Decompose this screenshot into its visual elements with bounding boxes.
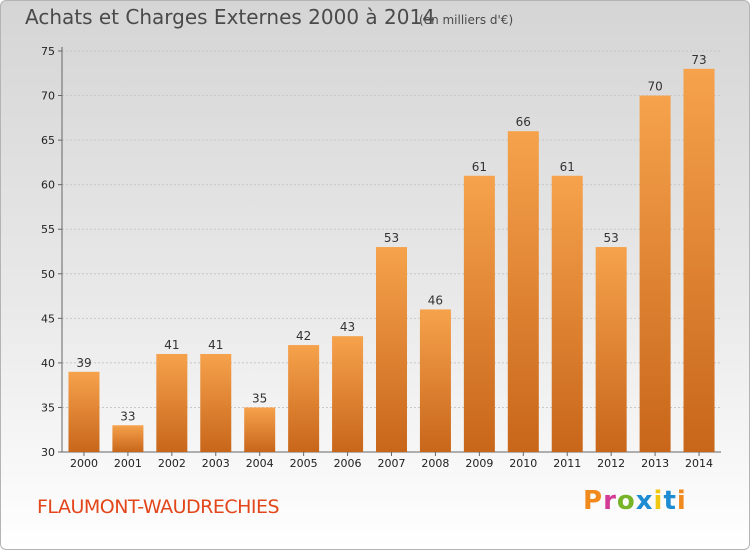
logo-letter: i — [676, 486, 687, 516]
x-tick-label-2005: 2005 — [290, 457, 318, 470]
x-tick-label-2004: 2004 — [246, 457, 274, 470]
bar-2008 — [419, 309, 451, 452]
logo-letter: P — [583, 486, 604, 516]
proxiti-logo: Proxiti — [583, 486, 687, 516]
data-label-2000: 39 — [76, 356, 91, 370]
data-label-2005: 42 — [296, 329, 311, 343]
data-label-2011: 61 — [560, 160, 575, 174]
x-tick-label-2003: 2003 — [202, 457, 230, 470]
data-label-2001: 33 — [120, 409, 135, 423]
x-tick-label-2007: 2007 — [378, 457, 406, 470]
x-tick-label-2006: 2006 — [334, 457, 362, 470]
bar-2007 — [376, 247, 407, 452]
x-tick-label-2000: 2000 — [70, 457, 98, 470]
data-label-2010: 66 — [516, 115, 531, 129]
bars — [68, 68, 715, 453]
data-label-2014: 73 — [691, 53, 706, 67]
y-tick-label: 75 — [41, 45, 55, 58]
data-label-2004: 35 — [252, 391, 267, 405]
chart-title: Achats et Charges Externes 2000 à 2014 — [25, 5, 435, 29]
commune-name: FLAUMONT-WAUDRECHIES — [37, 496, 280, 518]
x-tick-label-2013: 2013 — [641, 457, 669, 470]
labels: 39 33 41 41 35 42 43 53 46 61 66 61 53 70 73 — [76, 53, 706, 423]
data-label-2003: 41 — [208, 338, 223, 352]
data-label-2013: 70 — [647, 80, 662, 94]
x-tick-label-2001: 2001 — [114, 457, 142, 470]
axes: 30 35 40 45 50 55 60 65 70 75 2000 2001 2002 2003 2004… — [41, 45, 721, 470]
data-label-2009: 61 — [472, 160, 487, 174]
x-tick-label-2011: 2011 — [553, 457, 581, 470]
x-tick-label-2008: 2008 — [421, 457, 449, 470]
bar-2006 — [332, 336, 364, 452]
bar-2002 — [156, 353, 188, 452]
logo-letter: o — [616, 486, 636, 516]
data-label-2012: 53 — [604, 231, 619, 245]
bar-2005 — [288, 345, 320, 452]
logo-letter: r — [603, 486, 617, 516]
data-label-2007: 53 — [384, 231, 399, 245]
y-tick-label: 45 — [41, 312, 55, 325]
x-tick-label-2002: 2002 — [158, 457, 186, 470]
y-tick-label: 35 — [41, 401, 55, 414]
y-tick-label: 50 — [41, 268, 55, 281]
bar-2003 — [200, 353, 232, 452]
y-tick-label: 30 — [41, 446, 55, 459]
y-tick-label: 40 — [41, 357, 55, 370]
bar-2014 — [683, 68, 715, 453]
data-label-2008: 46 — [428, 293, 443, 307]
x-tick-label-2014: 2014 — [685, 457, 713, 470]
x-tick-label-2010: 2010 — [509, 457, 537, 470]
bar-2013 — [639, 95, 671, 453]
y-tick-label: 60 — [41, 179, 55, 192]
bar-2009 — [463, 175, 495, 452]
logo-letter: i — [653, 486, 664, 516]
data-label-2002: 41 — [164, 338, 179, 352]
logo-letter: t — [663, 486, 677, 516]
data-label-2006: 43 — [340, 320, 355, 334]
x-tick-label-2012: 2012 — [597, 457, 625, 470]
bar-2001 — [112, 425, 144, 452]
bar-2000 — [68, 371, 100, 452]
bar-2010 — [507, 131, 539, 452]
logo-letter: x — [635, 486, 654, 516]
bar-2012 — [595, 247, 627, 452]
bar-2004 — [244, 407, 276, 452]
y-tick-label: 55 — [41, 223, 55, 236]
x-tick-label-2009: 2009 — [465, 457, 493, 470]
y-tick-label: 65 — [41, 134, 55, 147]
unit-label: (en milliers d'€) — [419, 13, 514, 27]
bar-2011 — [551, 175, 583, 452]
y-tick-label: 70 — [41, 90, 55, 103]
